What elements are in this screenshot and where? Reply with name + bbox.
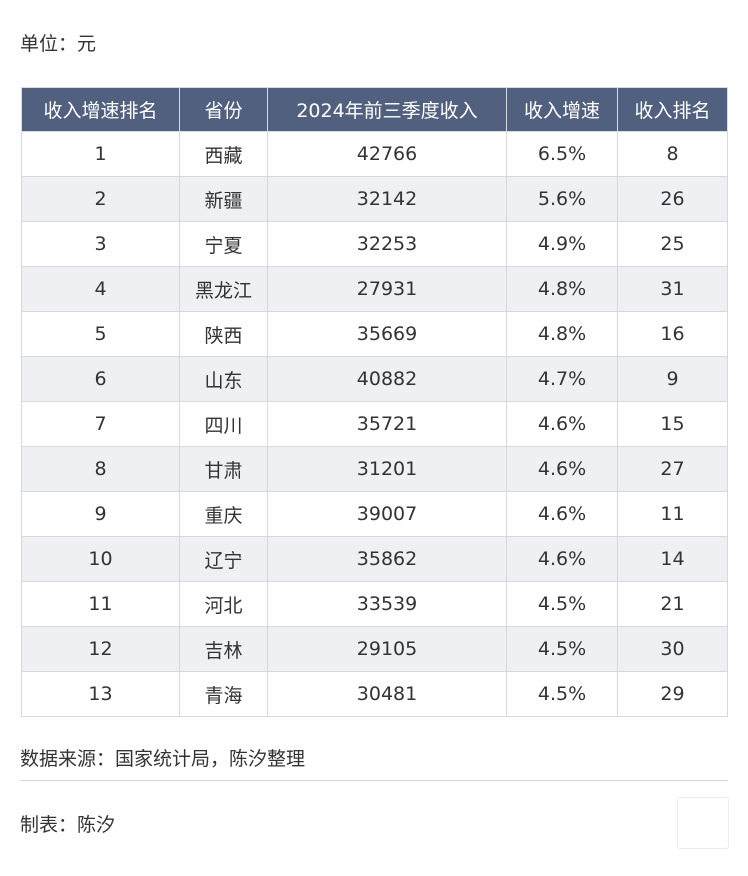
- cell-income-rank: 30: [617, 626, 728, 672]
- table-row: 5 陕西 35669 4.8% 16: [21, 311, 728, 357]
- cell-growth-rate: 4.8%: [506, 266, 618, 312]
- cell-growth-rank: 2: [21, 176, 180, 222]
- income-table: 收入增速排名 省份 2024年前三季度收入 收入增速 收入排名 1 西藏 42766…: [21, 87, 728, 717]
- cell-growth-rate: 4.5%: [506, 626, 618, 672]
- cell-growth-rate: 4.7%: [506, 356, 618, 402]
- header-province: 省份: [179, 87, 268, 132]
- cell-income-rank: 26: [617, 176, 728, 222]
- cell-growth-rank: 6: [21, 356, 180, 402]
- cell-province: 陕西: [179, 311, 268, 357]
- table-row: 12 吉林 29105 4.5% 30: [21, 626, 728, 672]
- cell-growth-rate: 4.6%: [506, 536, 618, 582]
- cell-income: 42766: [267, 131, 507, 177]
- table-row: 9 重庆 39007 4.6% 11: [21, 491, 728, 537]
- table-row: 2 新疆 32142 5.6% 26: [21, 176, 728, 222]
- cell-income: 35669: [267, 311, 507, 357]
- cell-income: 32142: [267, 176, 507, 222]
- table-row: 4 黑龙江 27931 4.8% 31: [21, 266, 728, 312]
- cell-province: 山东: [179, 356, 268, 402]
- cell-province: 河北: [179, 581, 268, 627]
- cell-growth-rank: 9: [21, 491, 180, 537]
- header-growth-rank: 收入增速排名: [21, 87, 180, 132]
- cell-income-rank: 8: [617, 131, 728, 177]
- cell-growth-rank: 10: [21, 536, 180, 582]
- cell-income-rank: 16: [617, 311, 728, 357]
- cell-income: 27931: [267, 266, 507, 312]
- cell-income-rank: 31: [617, 266, 728, 312]
- header-growth-rate: 收入增速: [506, 87, 618, 132]
- cell-income: 35721: [267, 401, 507, 447]
- cell-income-rank: 25: [617, 221, 728, 267]
- data-source-note: 数据来源：国家统计局，陈汐整理: [20, 748, 306, 770]
- cell-income: 33539: [267, 581, 507, 627]
- cell-province: 重庆: [179, 491, 268, 537]
- table-row: 8 甘肃 31201 4.6% 27: [21, 446, 728, 492]
- cell-province: 黑龙江: [179, 266, 268, 312]
- corner-placeholder: [677, 797, 729, 849]
- cell-province: 吉林: [179, 626, 268, 672]
- table-row: 10 辽宁 35862 4.6% 14: [21, 536, 728, 582]
- table-row: 13 青海 30481 4.5% 29: [21, 671, 728, 717]
- cell-growth-rank: 8: [21, 446, 180, 492]
- cell-income: 39007: [267, 491, 507, 537]
- header-income-rank: 收入排名: [617, 87, 728, 132]
- header-income: 2024年前三季度收入: [267, 87, 507, 132]
- cell-growth-rank: 3: [21, 221, 180, 267]
- divider: [20, 780, 728, 781]
- table-maker-note: 制表：陈汐: [20, 814, 116, 836]
- cell-income-rank: 15: [617, 401, 728, 447]
- cell-province: 四川: [179, 401, 268, 447]
- cell-province: 宁夏: [179, 221, 268, 267]
- table-row: 6 山东 40882 4.7% 9: [21, 356, 728, 402]
- cell-income: 30481: [267, 671, 507, 717]
- table-body: 1 西藏 42766 6.5% 8 2 新疆 32142 5.6% 26 3 宁夏 32253 4.9% 2…: [21, 131, 728, 717]
- cell-growth-rank: 12: [21, 626, 180, 672]
- cell-province: 辽宁: [179, 536, 268, 582]
- cell-growth-rate: 5.6%: [506, 176, 618, 222]
- cell-income-rank: 21: [617, 581, 728, 627]
- cell-income: 31201: [267, 446, 507, 492]
- cell-growth-rate: 4.6%: [506, 491, 618, 537]
- cell-province: 甘肃: [179, 446, 268, 492]
- cell-province: 西藏: [179, 131, 268, 177]
- cell-growth-rank: 11: [21, 581, 180, 627]
- table-row: 11 河北 33539 4.5% 21: [21, 581, 728, 627]
- cell-income-rank: 27: [617, 446, 728, 492]
- cell-growth-rate: 4.5%: [506, 581, 618, 627]
- table-row: 1 西藏 42766 6.5% 8: [21, 131, 728, 177]
- cell-growth-rank: 5: [21, 311, 180, 357]
- cell-income: 32253: [267, 221, 507, 267]
- cell-income-rank: 11: [617, 491, 728, 537]
- cell-growth-rate: 4.8%: [506, 311, 618, 357]
- header-row: 收入增速排名 省份 2024年前三季度收入 收入增速 收入排名: [21, 87, 728, 132]
- cell-income: 40882: [267, 356, 507, 402]
- cell-income-rank: 29: [617, 671, 728, 717]
- cell-growth-rate: 4.6%: [506, 401, 618, 447]
- cell-province: 青海: [179, 671, 268, 717]
- cell-income-rank: 9: [617, 356, 728, 402]
- cell-growth-rate: 6.5%: [506, 131, 618, 177]
- table-row: 7 四川 35721 4.6% 15: [21, 401, 728, 447]
- table-row: 3 宁夏 32253 4.9% 25: [21, 221, 728, 267]
- cell-income-rank: 14: [617, 536, 728, 582]
- cell-growth-rate: 4.9%: [506, 221, 618, 267]
- cell-growth-rank: 1: [21, 131, 180, 177]
- cell-growth-rate: 4.6%: [506, 446, 618, 492]
- cell-growth-rate: 4.5%: [506, 671, 618, 717]
- unit-label: 单位：元: [20, 33, 97, 55]
- cell-province: 新疆: [179, 176, 268, 222]
- cell-growth-rank: 13: [21, 671, 180, 717]
- cell-growth-rank: 7: [21, 401, 180, 447]
- cell-growth-rank: 4: [21, 266, 180, 312]
- cell-income: 29105: [267, 626, 507, 672]
- cell-income: 35862: [267, 536, 507, 582]
- table-header: 收入增速排名 省份 2024年前三季度收入 收入增速 收入排名: [21, 87, 728, 132]
